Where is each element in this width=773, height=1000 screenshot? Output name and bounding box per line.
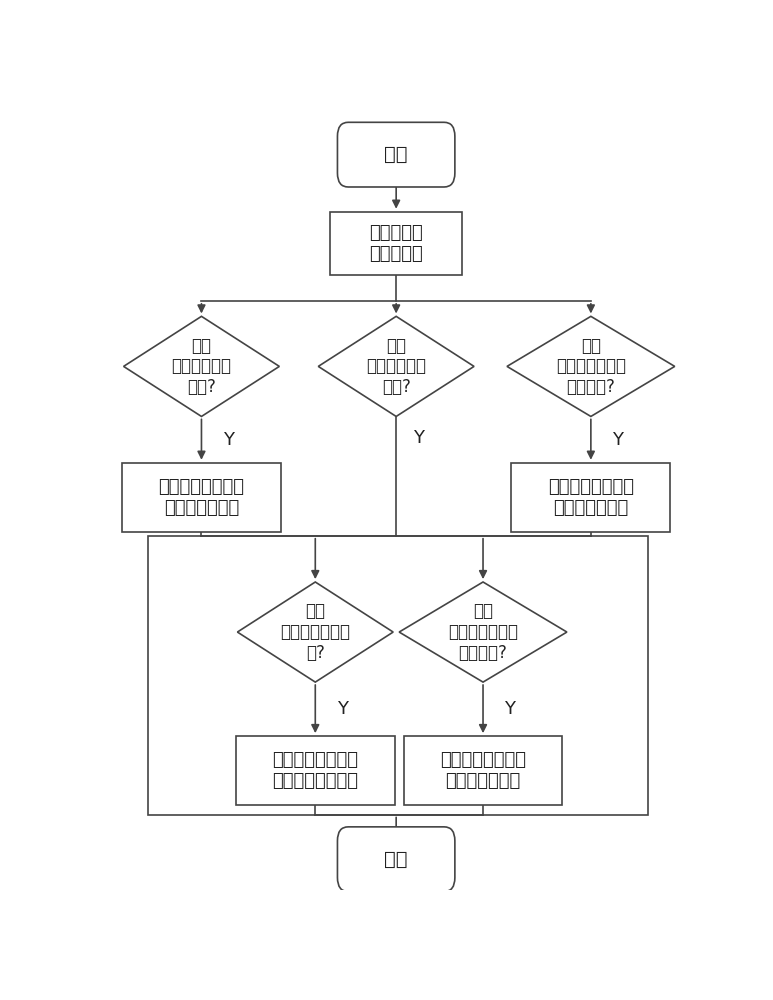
Text: 检查车轮转
速错误状态: 检查车轮转 速错误状态 bbox=[369, 224, 423, 263]
Bar bbox=[236, 736, 395, 805]
Bar bbox=[122, 463, 281, 532]
Polygon shape bbox=[399, 582, 567, 682]
Text: 结束: 结束 bbox=[384, 850, 408, 869]
Bar bbox=[512, 463, 670, 532]
Text: 采用两前轮转速对
应车速的平均值: 采用两前轮转速对 应车速的平均值 bbox=[158, 478, 244, 517]
Polygon shape bbox=[124, 316, 279, 416]
Text: 采用未出错的前轮
转速对应的车速: 采用未出错的前轮 转速对应的车速 bbox=[548, 478, 634, 517]
Bar bbox=[404, 736, 563, 805]
Bar bbox=[148, 536, 648, 815]
Text: Y: Y bbox=[337, 700, 348, 718]
Polygon shape bbox=[318, 316, 474, 416]
Text: Y: Y bbox=[505, 700, 516, 718]
Text: 左右
前轮转速均无
错误?: 左右 前轮转速均无 错误? bbox=[172, 337, 231, 396]
Text: 左右
前轮转速均有
错误?: 左右 前轮转速均有 错误? bbox=[366, 337, 426, 396]
Text: Y: Y bbox=[414, 429, 424, 447]
Polygon shape bbox=[507, 316, 675, 416]
Polygon shape bbox=[237, 582, 393, 682]
FancyBboxPatch shape bbox=[338, 827, 455, 892]
Text: Y: Y bbox=[223, 431, 234, 449]
Text: 左右
后轮转速其中之
一有错误?: 左右 后轮转速其中之 一有错误? bbox=[448, 602, 518, 662]
Text: 采用两前后轮转速
对应车速的平均值: 采用两前后轮转速 对应车速的平均值 bbox=[272, 751, 359, 790]
FancyBboxPatch shape bbox=[338, 122, 455, 187]
Text: 左右
后轮转速均无错
误?: 左右 后轮转速均无错 误? bbox=[281, 602, 350, 662]
Text: Y: Y bbox=[612, 431, 623, 449]
Text: 左右
前轮转速其中之
一有错误?: 左右 前轮转速其中之 一有错误? bbox=[556, 337, 626, 396]
Text: 开始: 开始 bbox=[384, 145, 408, 164]
Text: 采用未出错的后轮
转速对应的车速: 采用未出错的后轮 转速对应的车速 bbox=[440, 751, 526, 790]
Bar bbox=[330, 212, 462, 275]
